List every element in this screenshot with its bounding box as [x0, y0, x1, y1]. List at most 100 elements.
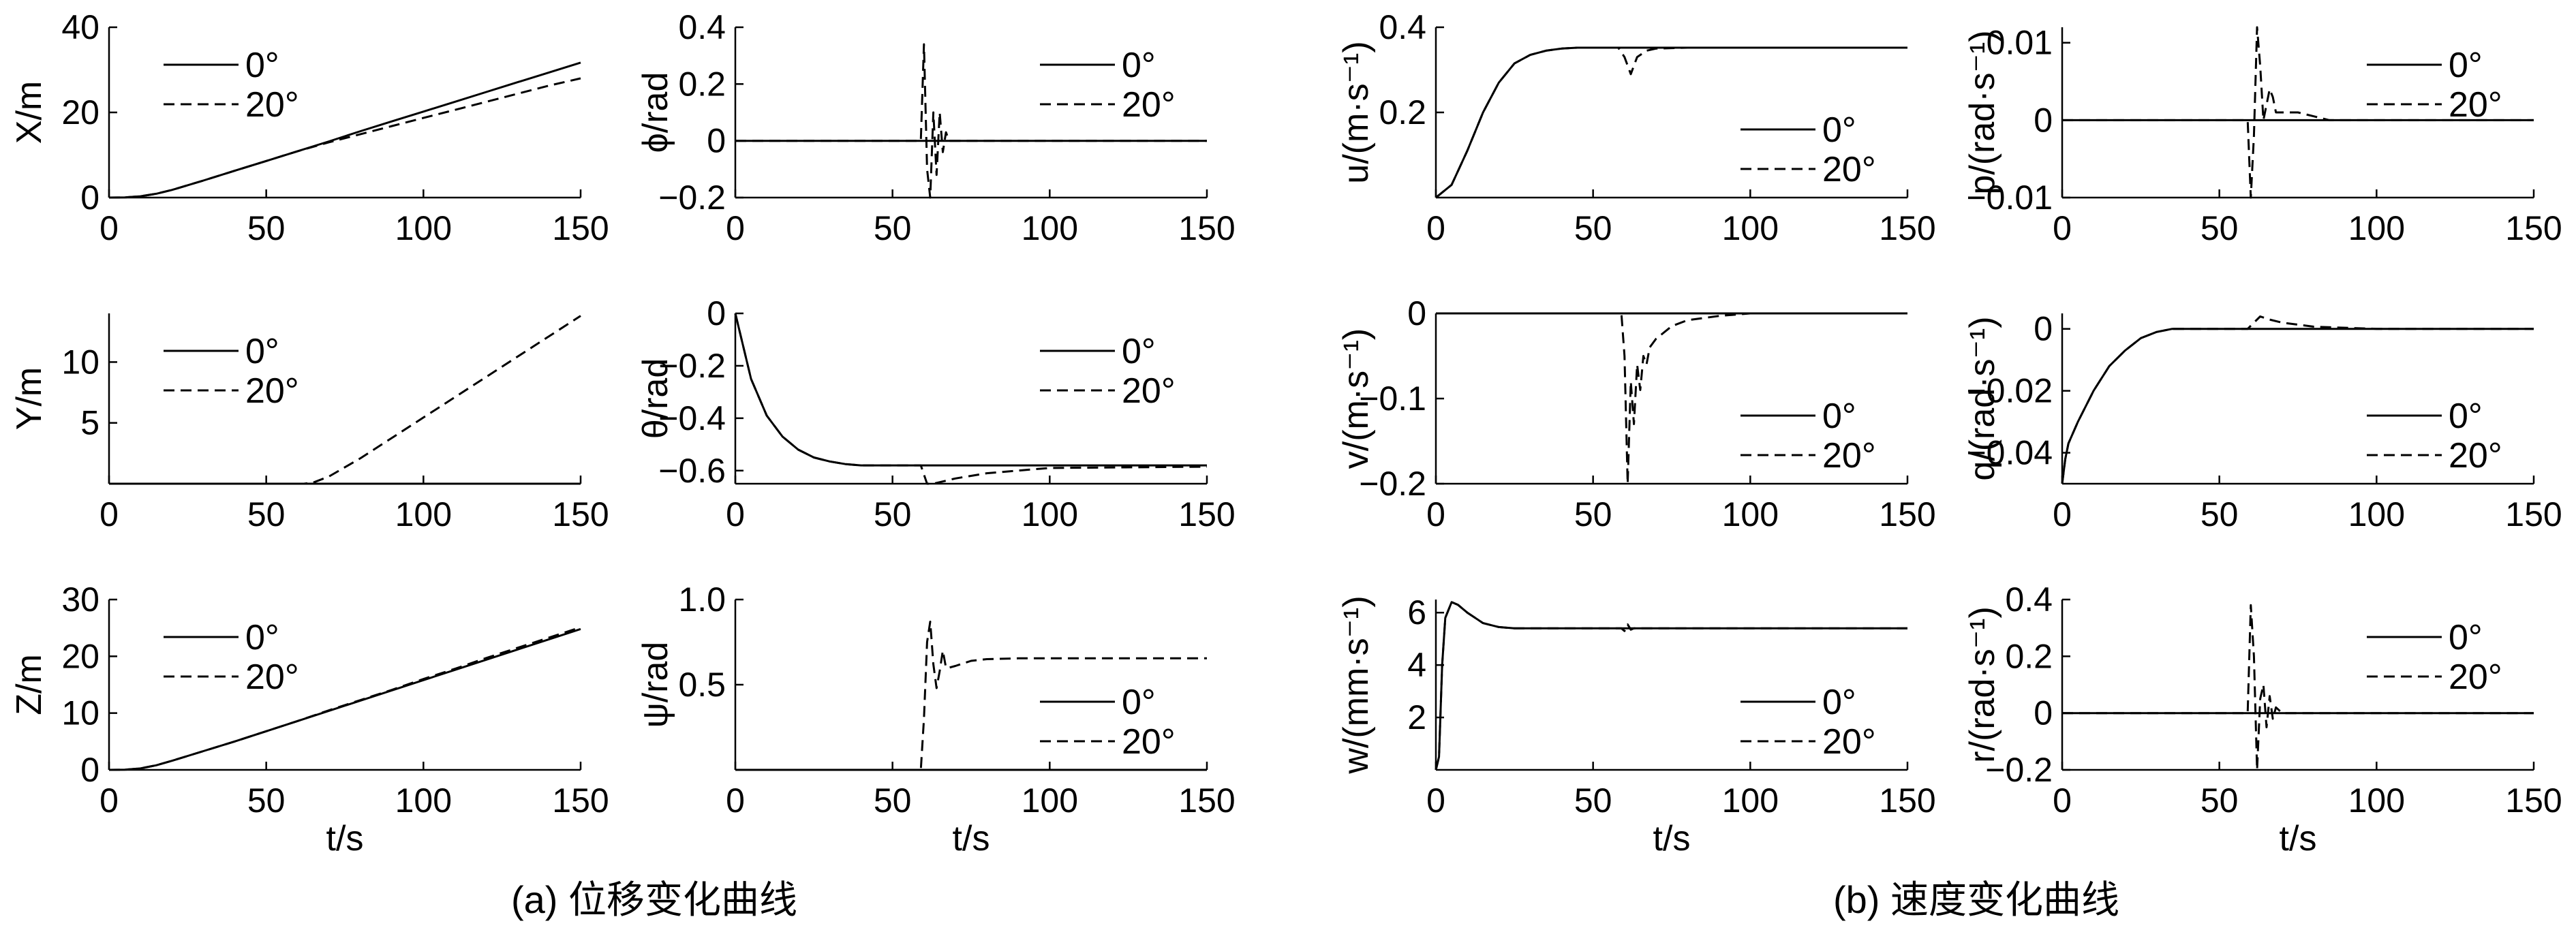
x-axis-label-col3: t/s	[1653, 819, 1691, 858]
x-tick-label: 0	[2053, 495, 2072, 533]
x-tick-label: 0	[99, 495, 119, 533]
x-tick-label: 150	[552, 209, 609, 247]
legend: 0°20°	[2367, 618, 2502, 697]
x-tick-label: 150	[552, 781, 609, 820]
series-line-20deg	[735, 43, 1207, 199]
y-axis-label: Z/m	[10, 654, 49, 715]
y-tick-label: 0.2	[678, 65, 726, 103]
y-tick-label: −0.4	[658, 399, 726, 437]
series-line-20deg	[2062, 26, 2534, 199]
x-tick-label: 50	[2201, 781, 2239, 820]
x-tick-label: 50	[1574, 781, 1612, 820]
x-tick-label: 100	[395, 209, 452, 247]
y-axis-label: ϕ/rad	[636, 72, 675, 153]
x-tick-label: 50	[874, 495, 912, 533]
y-tick-label: 0	[80, 751, 99, 789]
x-tick-label: 0	[1426, 209, 1445, 247]
series-line-20deg	[1435, 46, 1907, 199]
x-tick-label: 150	[552, 495, 609, 533]
y-tick-label: 2	[1407, 698, 1426, 736]
y-tick-label: 0	[707, 294, 726, 332]
y-tick-label: 0.4	[1379, 8, 1426, 46]
x-tick-label: 100	[1022, 781, 1078, 820]
x-tick-label: 150	[1879, 209, 1935, 247]
legend-label-solid: 0°	[245, 618, 279, 657]
x-tick-label: 0	[2053, 781, 2072, 820]
y-tick-label: −0.6	[658, 452, 726, 490]
y-tick-label: −0.02	[1966, 372, 2053, 410]
y-tick-label: −0.2	[1985, 751, 2053, 789]
series-line-20deg	[108, 626, 581, 771]
y-axis-label: w/(mm·s⁻¹)	[1336, 595, 1376, 774]
subplot-psi: 0 50 100 150 0.5 1.0ψ/rad 0°20°	[636, 580, 1236, 820]
x-tick-label: 100	[395, 495, 452, 533]
y-tick-label: −0.01	[1966, 178, 2053, 217]
x-tick-label: 0	[1426, 781, 1445, 820]
x-tick-label: 0	[1426, 495, 1445, 533]
x-tick-label: 100	[1722, 495, 1779, 533]
legend-label-solid: 0°	[2449, 618, 2483, 657]
y-tick-label: 10	[61, 694, 99, 732]
legend-label-dashed: 20°	[245, 85, 299, 125]
x-tick-label: 100	[2348, 781, 2405, 820]
series-line-20deg	[2061, 315, 2534, 484]
x-tick-label: 150	[2505, 495, 2562, 533]
x-tick-label: 150	[1879, 495, 1935, 533]
y-axis-label: p/(rad·s⁻¹)	[1963, 30, 2002, 194]
y-tick-label: 0	[1407, 294, 1426, 332]
y-tick-label: −0.2	[658, 347, 726, 385]
y-axis-label: q/(rad·s⁻¹)	[1963, 316, 2002, 480]
x-tick-label: 150	[2505, 209, 2562, 247]
y-axis-label: u/(m·s⁻¹)	[1336, 41, 1376, 183]
y-tick-label: 0	[2034, 310, 2053, 348]
legend: 0°20°	[1741, 397, 1876, 476]
y-tick-label: −0.04	[1966, 434, 2053, 472]
legend-label-dashed: 20°	[1822, 722, 1876, 762]
series-line-20deg	[1436, 312, 1907, 485]
legend: 0°20°	[164, 332, 299, 411]
legend: 0°20°	[1741, 683, 1876, 762]
series-line-0deg	[108, 61, 581, 199]
legend-label-dashed: 20°	[1822, 150, 1876, 189]
legend-label-solid: 0°	[1822, 397, 1856, 436]
legend-label-dashed: 20°	[1122, 722, 1176, 762]
y-tick-label: 0	[2034, 101, 2053, 139]
y-tick-label: 20	[61, 637, 99, 675]
legend: 0°20°	[1040, 683, 1176, 762]
x-tick-label: 100	[2348, 209, 2405, 247]
y-tick-label: 0.01	[1987, 24, 2053, 62]
legend-label-solid: 0°	[2449, 46, 2483, 85]
x-tick-label: 50	[2201, 495, 2239, 533]
x-tick-label: 150	[1879, 781, 1935, 820]
legend-label-dashed: 20°	[245, 657, 299, 697]
legend-label-solid: 0°	[1822, 683, 1856, 722]
series-line-20deg	[1435, 601, 1907, 771]
legend: 0°20°	[2367, 46, 2502, 125]
x-tick-label: 0	[726, 209, 745, 247]
y-tick-label: 0.2	[1379, 93, 1426, 131]
x-tick-label: 50	[1574, 209, 1612, 247]
y-tick-label: 10	[61, 343, 99, 381]
x-tick-label: 100	[1022, 209, 1078, 247]
x-tick-label: 50	[874, 209, 912, 247]
legend-label-dashed: 20°	[1822, 436, 1876, 476]
y-tick-label: 4	[1407, 646, 1426, 684]
subplot-q: 0 50 100 150 −0.04 −0.02 0 q/(rad·s⁻¹) 0°20°	[1963, 310, 2562, 533]
subplot-u: 0 50 100 150 0.2 0.4u/(m·s⁻¹) 0°20°	[1336, 8, 1936, 247]
y-tick-label: −0.1	[1359, 379, 1426, 418]
x-tick-label: 50	[1574, 495, 1612, 533]
y-axis-label: ψ/rad	[636, 642, 675, 728]
legend: 0°20°	[2367, 397, 2502, 476]
x-tick-label: 100	[1722, 781, 1779, 820]
y-tick-label: 0	[707, 122, 726, 160]
x-tick-label: 100	[1022, 495, 1078, 533]
x-tick-label: 100	[1722, 209, 1779, 247]
x-tick-label: 100	[2348, 495, 2405, 533]
x-tick-label: 100	[395, 781, 452, 820]
x-tick-label: 0	[99, 209, 119, 247]
x-tick-label: 150	[1178, 495, 1235, 533]
